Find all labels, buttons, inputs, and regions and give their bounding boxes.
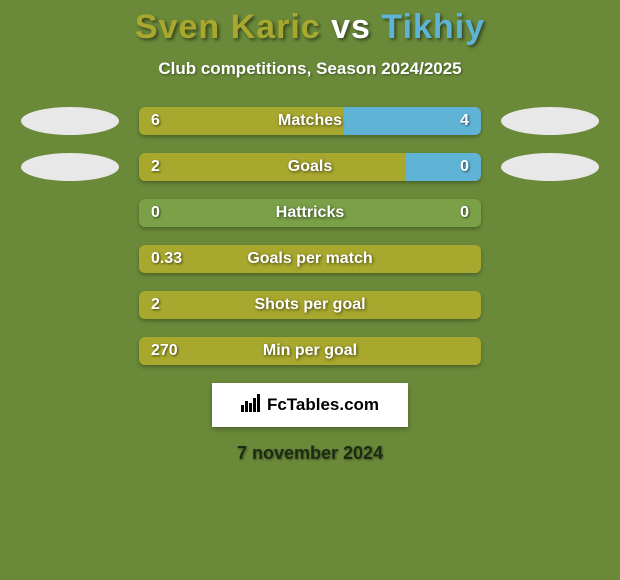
stat-label: Goals	[288, 158, 332, 176]
stat-value-left: 0.33	[151, 250, 182, 268]
stat-bar: 2 Shots per goal	[139, 291, 481, 319]
stat-value-left: 6	[151, 112, 160, 130]
bar-chart-icon	[241, 394, 261, 417]
stat-bar: 2 0 Goals	[139, 153, 481, 181]
stat-label: Matches	[278, 112, 342, 130]
player1-name: Sven Karic	[135, 8, 321, 46]
player1-badge	[21, 107, 119, 135]
date-text: 7 november 2024	[0, 443, 620, 464]
stat-value-left: 270	[151, 342, 178, 360]
stat-row: 0 0 Hattricks	[0, 199, 620, 227]
page-title: Sven Karic vs Tikhiy	[0, 0, 620, 47]
stat-bar: 0.33 Goals per match	[139, 245, 481, 273]
stat-row: 270 Min per goal	[0, 337, 620, 365]
brand-logo[interactable]: FcTables.com	[212, 383, 408, 427]
comparison-card: Sven Karic vs Tikhiy Club competitions, …	[0, 0, 620, 580]
stat-bar-right	[406, 153, 481, 181]
player2-badge	[501, 107, 599, 135]
subtitle: Club competitions, Season 2024/2025	[0, 59, 620, 79]
stat-bar: 270 Min per goal	[139, 337, 481, 365]
stat-row: 2 0 Goals	[0, 153, 620, 181]
stat-bar-left	[139, 153, 406, 181]
stat-value-right: 4	[460, 112, 469, 130]
stat-row: 0.33 Goals per match	[0, 245, 620, 273]
stat-value-left: 0	[151, 204, 160, 222]
stat-label: Shots per goal	[254, 296, 365, 314]
stat-value-right: 0	[460, 158, 469, 176]
stat-label: Goals per match	[247, 250, 372, 268]
stats-area: 6 4 Matches 2 0 Goals 0 0 Hattricks 0.33 Goals per…	[0, 107, 620, 365]
stat-bar: 6 4 Matches	[139, 107, 481, 135]
stat-label: Min per goal	[263, 342, 357, 360]
stat-label: Hattricks	[276, 204, 344, 222]
brand-logo-text: FcTables.com	[267, 395, 379, 415]
stat-value-right: 0	[460, 204, 469, 222]
vs-text: vs	[331, 8, 371, 46]
stat-row: 6 4 Matches	[0, 107, 620, 135]
stat-value-left: 2	[151, 296, 160, 314]
stat-row: 2 Shots per goal	[0, 291, 620, 319]
player1-badge	[21, 153, 119, 181]
stat-value-left: 2	[151, 158, 160, 176]
player2-badge	[501, 153, 599, 181]
player2-name: Tikhiy	[381, 8, 485, 46]
stat-bar: 0 0 Hattricks	[139, 199, 481, 227]
